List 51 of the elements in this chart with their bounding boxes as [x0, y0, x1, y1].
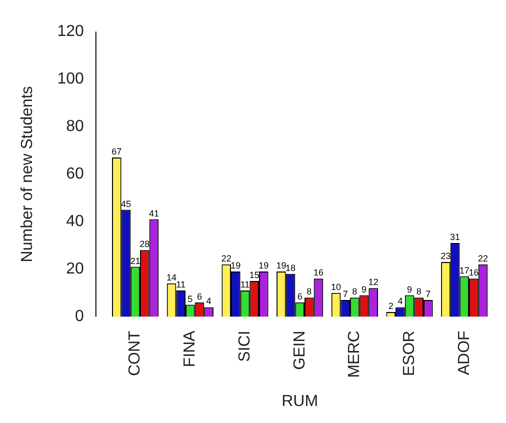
data-label: 22 [221, 253, 232, 264]
x-tick-label: CONT [126, 330, 144, 376]
data-label: 5 [188, 294, 193, 304]
data-label: 45 [120, 198, 131, 209]
data-label: 22 [478, 253, 488, 264]
data-label: 28 [140, 239, 150, 250]
data-label: 16 [313, 268, 324, 278]
y-tick-label: 100 [57, 70, 84, 88]
data-label: 7 [342, 289, 348, 300]
x-tick-label: SICI [236, 330, 254, 362]
x-tick-label: FINA [182, 330, 199, 368]
data-label: 23 [440, 251, 451, 262]
data-label: 7 [426, 289, 431, 300]
data-label: 11 [176, 280, 186, 290]
data-label: 12 [368, 277, 378, 288]
data-label: 8 [306, 286, 312, 297]
y-tick-label: 80 [66, 118, 84, 136]
x-tick-label: MERC [346, 330, 364, 378]
data-label: 19 [258, 260, 269, 271]
y-tick-label: 60 [66, 166, 84, 183]
data-label: 21 [130, 256, 140, 266]
data-label: 4 [206, 296, 212, 306]
data-label: 15 [249, 270, 260, 280]
data-label: 17 [459, 265, 470, 276]
x-tick-label: ESOR [400, 330, 418, 376]
x-tick-label: ADOF [456, 330, 473, 376]
data-label: 10 [331, 282, 342, 292]
data-label: 9 [407, 284, 412, 294]
y-axis-title: Number of new Students [19, 86, 36, 262]
data-label: 14 [166, 272, 177, 282]
data-label: 19 [276, 260, 286, 271]
data-label: 19 [230, 260, 241, 271]
data-label: 6 [196, 291, 202, 302]
x-axis-title: RUM [282, 392, 318, 410]
data-label: 31 [450, 232, 460, 242]
y-tick-label: 120 [57, 23, 84, 40]
data-label: 16 [468, 268, 479, 278]
x-tick-label: GEIN [291, 330, 308, 370]
data-label: 67 [112, 146, 122, 156]
data-label: 18 [286, 262, 296, 273]
data-label: 2 [388, 300, 394, 311]
y-tick-label: 0 [74, 308, 84, 326]
data-label: 41 [148, 208, 159, 218]
y-tick-label: 20 [66, 260, 84, 278]
y-tick-label: 40 [66, 213, 84, 230]
data-label: 4 [398, 296, 403, 306]
data-label: 9 [362, 284, 367, 294]
data-label: 11 [240, 280, 250, 290]
data-label: 8 [352, 286, 358, 297]
data-label: 8 [416, 286, 422, 297]
data-label: 6 [297, 291, 302, 302]
